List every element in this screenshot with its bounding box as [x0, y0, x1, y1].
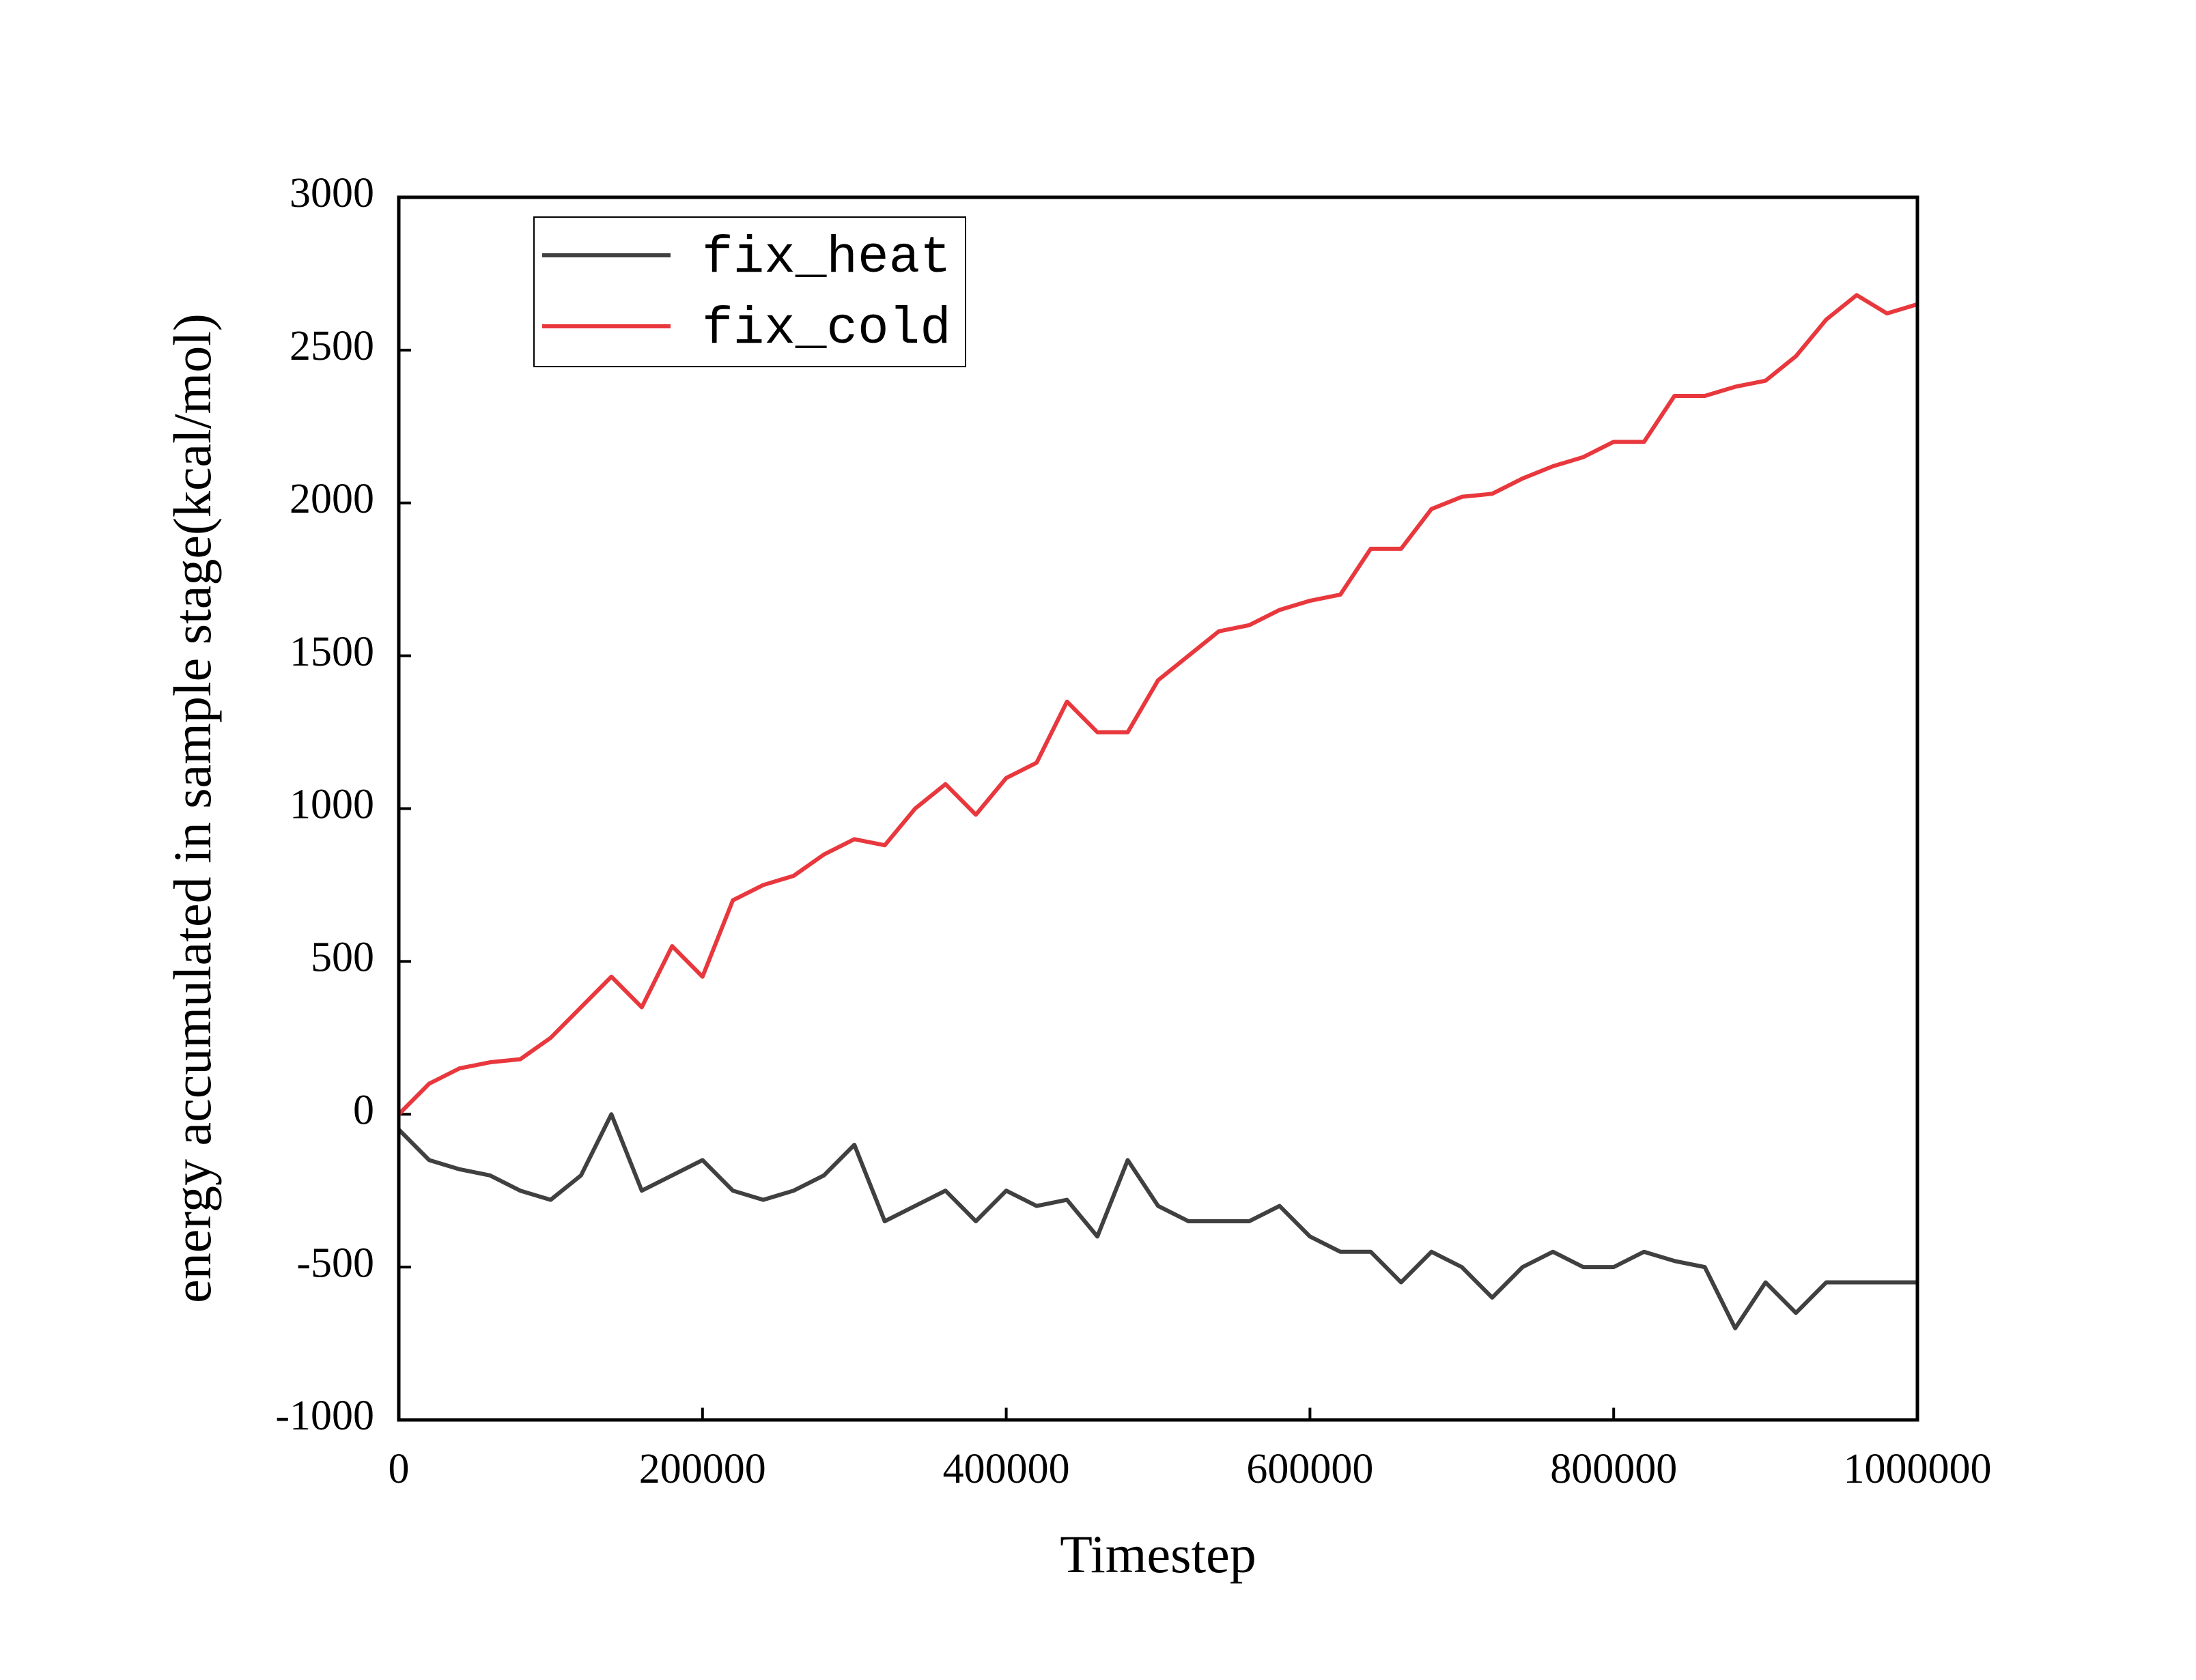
legend-label: fix_heat	[702, 229, 951, 287]
x-tick-label: 400000	[943, 1446, 1070, 1492]
y-tick-label: -1000	[275, 1393, 374, 1439]
legend-label: fix_cold	[702, 300, 951, 358]
y-tick-label: 500	[311, 935, 374, 981]
x-tick-label: 200000	[639, 1446, 766, 1492]
line-series	[397, 293, 1918, 1116]
y-tick-label: 2500	[290, 323, 374, 369]
plot-frame	[397, 195, 1919, 1422]
x-axis-title: Timestep	[1060, 1524, 1256, 1584]
y-tick-label: 3000	[290, 170, 374, 216]
y-tick-label: -500	[296, 1240, 374, 1286]
x-tick-label: 800000	[1550, 1446, 1677, 1492]
y-tick-label: 1500	[290, 629, 374, 675]
y-tick-label: 0	[353, 1087, 374, 1133]
y-axis-title: energy accumulated in sample stage(kcal/…	[163, 313, 222, 1303]
legend-box	[533, 216, 966, 367]
x-tick-label: 1000000	[1844, 1446, 1992, 1492]
x-tick-label: 600000	[1246, 1446, 1373, 1492]
x-tick-label: 0	[389, 1446, 410, 1492]
y-tick-label: 1000	[290, 782, 374, 828]
line-series	[397, 1112, 1917, 1330]
y-tick-label: 2000	[290, 476, 374, 522]
